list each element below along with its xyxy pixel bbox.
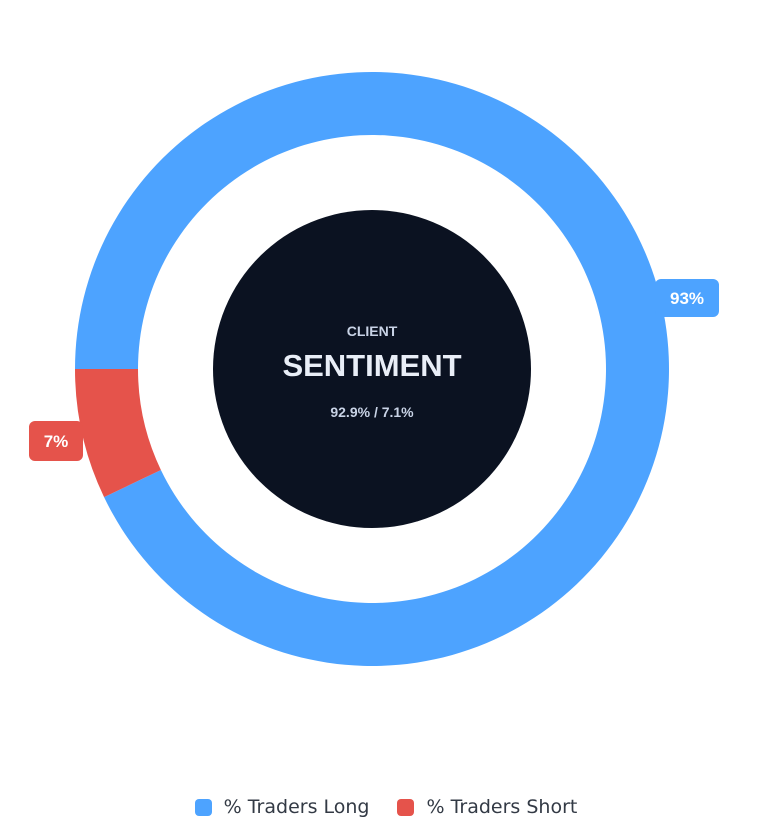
slice-short[interactable] — [75, 369, 161, 498]
data-labels: 93% 7% — [29, 279, 719, 461]
center-overline: CLIENT — [347, 323, 398, 339]
legend-label-short: % Traders Short — [426, 796, 578, 818]
data-label-badge — [655, 279, 719, 317]
center-subtitle: 92.9% / 7.1% — [330, 404, 414, 420]
legend-item-short[interactable]: % Traders Short — [397, 796, 577, 818]
legend-item-long[interactable]: % Traders Long — [194, 796, 370, 818]
data-label-short: 7% — [29, 421, 83, 461]
center-disc — [213, 210, 531, 528]
legend-swatch-short — [397, 798, 415, 816]
chart-legend: % Traders Long % Traders Short — [0, 796, 772, 818]
data-label-badge — [29, 421, 83, 461]
data-label-text: 93% — [670, 289, 704, 308]
data-label-long: 93% — [655, 279, 719, 317]
legend-label-long: % Traders Long — [223, 796, 370, 818]
donut-slices — [75, 71, 669, 667]
data-label-text: 7% — [44, 432, 69, 451]
legend-swatch-long — [194, 798, 212, 816]
center-title: SENTIMENT — [282, 348, 461, 383]
